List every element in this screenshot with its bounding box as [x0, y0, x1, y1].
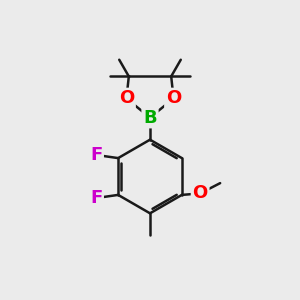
- Text: O: O: [166, 89, 181, 107]
- Text: F: F: [90, 146, 102, 164]
- Text: O: O: [193, 184, 208, 202]
- Text: F: F: [90, 189, 102, 207]
- Text: B: B: [143, 109, 157, 127]
- Text: O: O: [119, 89, 134, 107]
